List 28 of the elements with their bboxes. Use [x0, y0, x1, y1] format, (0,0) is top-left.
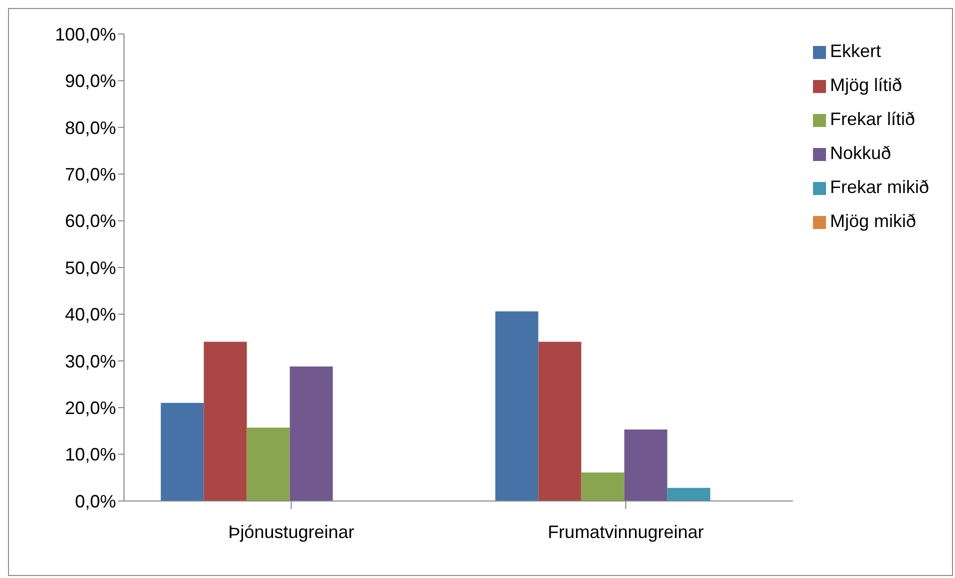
y-tick-label: 20,0%	[64, 398, 116, 418]
bar	[204, 342, 247, 501]
y-tick-label: 80,0%	[64, 118, 116, 138]
bar	[624, 430, 668, 501]
y-tick-label: 90,0%	[64, 71, 116, 92]
y-tick-label: 60,0%	[64, 211, 116, 232]
x-tick-label: Þjónustugreinar	[228, 522, 354, 542]
legend-label: Nokkuð	[830, 143, 892, 163]
legend-label: Frekar mikið	[830, 177, 929, 197]
y-tick-label: 70,0%	[64, 164, 116, 184]
legend-label: Mjög mikið	[830, 211, 916, 231]
y-tick-label: 30,0%	[64, 351, 116, 372]
bar	[160, 402, 204, 501]
y-tick-label: 100,0%	[54, 24, 116, 44]
bar	[495, 311, 538, 501]
y-tick-label: 0,0%	[74, 491, 116, 512]
bar	[667, 488, 710, 501]
bar	[290, 366, 333, 501]
y-tick-label: 10,0%	[64, 444, 116, 465]
bar	[246, 428, 290, 501]
legend-label: Ekkert	[830, 41, 881, 61]
x-tick-label: Frumatvinnugreinar	[548, 522, 704, 542]
bar	[538, 342, 582, 501]
y-tick-label: 40,0%	[64, 304, 116, 325]
y-tick-label: 50,0%	[64, 258, 116, 278]
legend-label: Mjög lítið	[830, 75, 902, 95]
bar	[581, 472, 624, 501]
legend-label: Frekar lítið	[830, 109, 916, 129]
